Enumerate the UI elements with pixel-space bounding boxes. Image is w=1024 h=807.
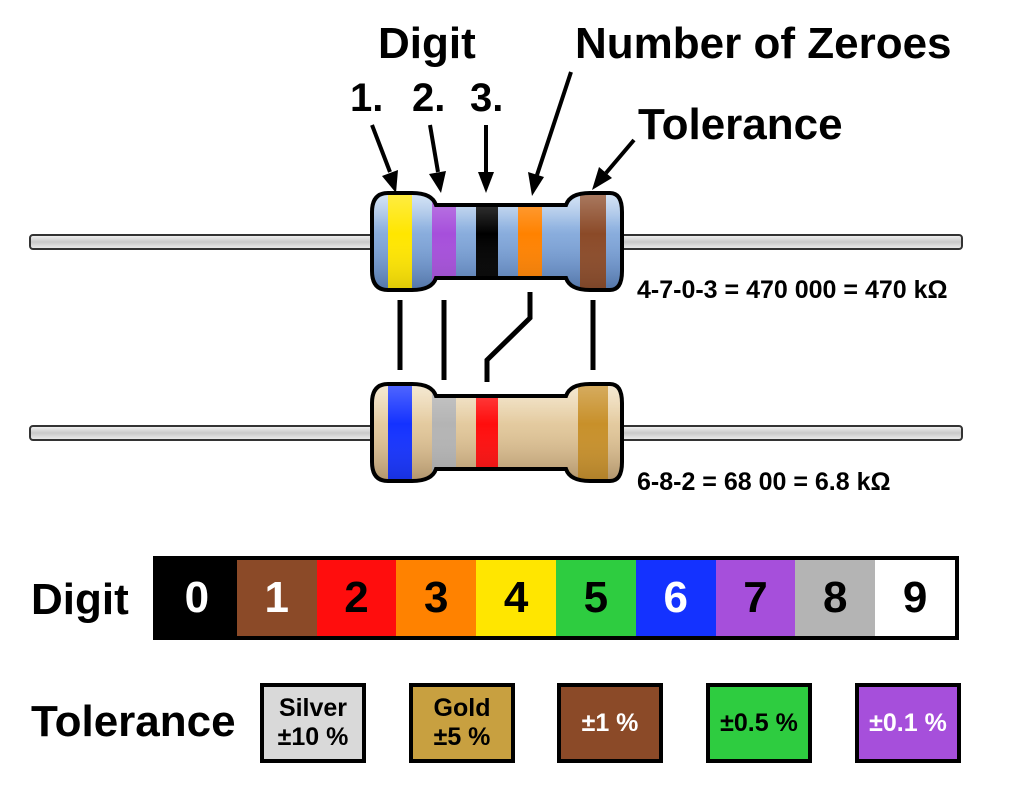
pointer-arrows [370, 71, 636, 196]
resistor-body [370, 191, 624, 292]
resistor-1 [29, 191, 963, 292]
tolerance-value: ±0.1 % [869, 708, 947, 737]
tolerance-value: ±0.5 % [720, 708, 798, 737]
tolerance-swatch: ±0.5 % [706, 683, 812, 763]
resistor-body [370, 382, 624, 483]
digit-cell: 7 [715, 560, 796, 636]
digit-cell: 4 [476, 560, 556, 636]
digit-cell: 6 [635, 560, 716, 636]
tolerance-swatch: Silver ±10 % [260, 683, 366, 763]
band-number-2: 2. [412, 76, 446, 120]
tolerance-swatch: ±1 % [557, 683, 663, 763]
heading-tolerance: Tolerance [638, 100, 843, 149]
digit-cell: 9 [875, 560, 955, 636]
tolerance-value: ±10 % [277, 723, 349, 751]
band-number-1: 1. [350, 76, 384, 120]
digit-cell: 1 [236, 560, 317, 636]
tolerance-value: ±1 % [581, 708, 639, 737]
tolerance-swatch: Gold ±5 % [409, 683, 515, 763]
tolerance-name: Silver [278, 694, 348, 723]
tolerance-row-title: Tolerance [31, 697, 236, 746]
heading-digit: Digit [378, 19, 476, 68]
digit-row-title: Digit [31, 575, 129, 624]
tolerance-value: ±5 % [433, 723, 491, 751]
resistor-2 [29, 382, 963, 483]
equation-resistor-1: 4-7-0-3 = 470 000 = 470 kΩ [637, 276, 948, 304]
equation-resistor-2: 6-8-2 = 68 00 = 6.8 kΩ [637, 468, 891, 496]
digit-cell: 8 [795, 560, 876, 636]
tolerance-swatch: ±0.1 % [855, 683, 961, 763]
digit-cell: 0 [157, 560, 237, 636]
digit-cell: 5 [555, 560, 636, 636]
digit-cell: 3 [396, 560, 477, 636]
digit-color-strip: 0 1 2 3 4 5 6 7 8 9 [153, 556, 959, 640]
tolerance-name: Gold [433, 694, 491, 723]
digit-cell: 2 [316, 560, 397, 636]
band-connectors [397, 292, 596, 382]
heading-number-of-zeroes: Number of Zeroes [575, 19, 952, 68]
band-number-3: 3. [470, 76, 504, 120]
